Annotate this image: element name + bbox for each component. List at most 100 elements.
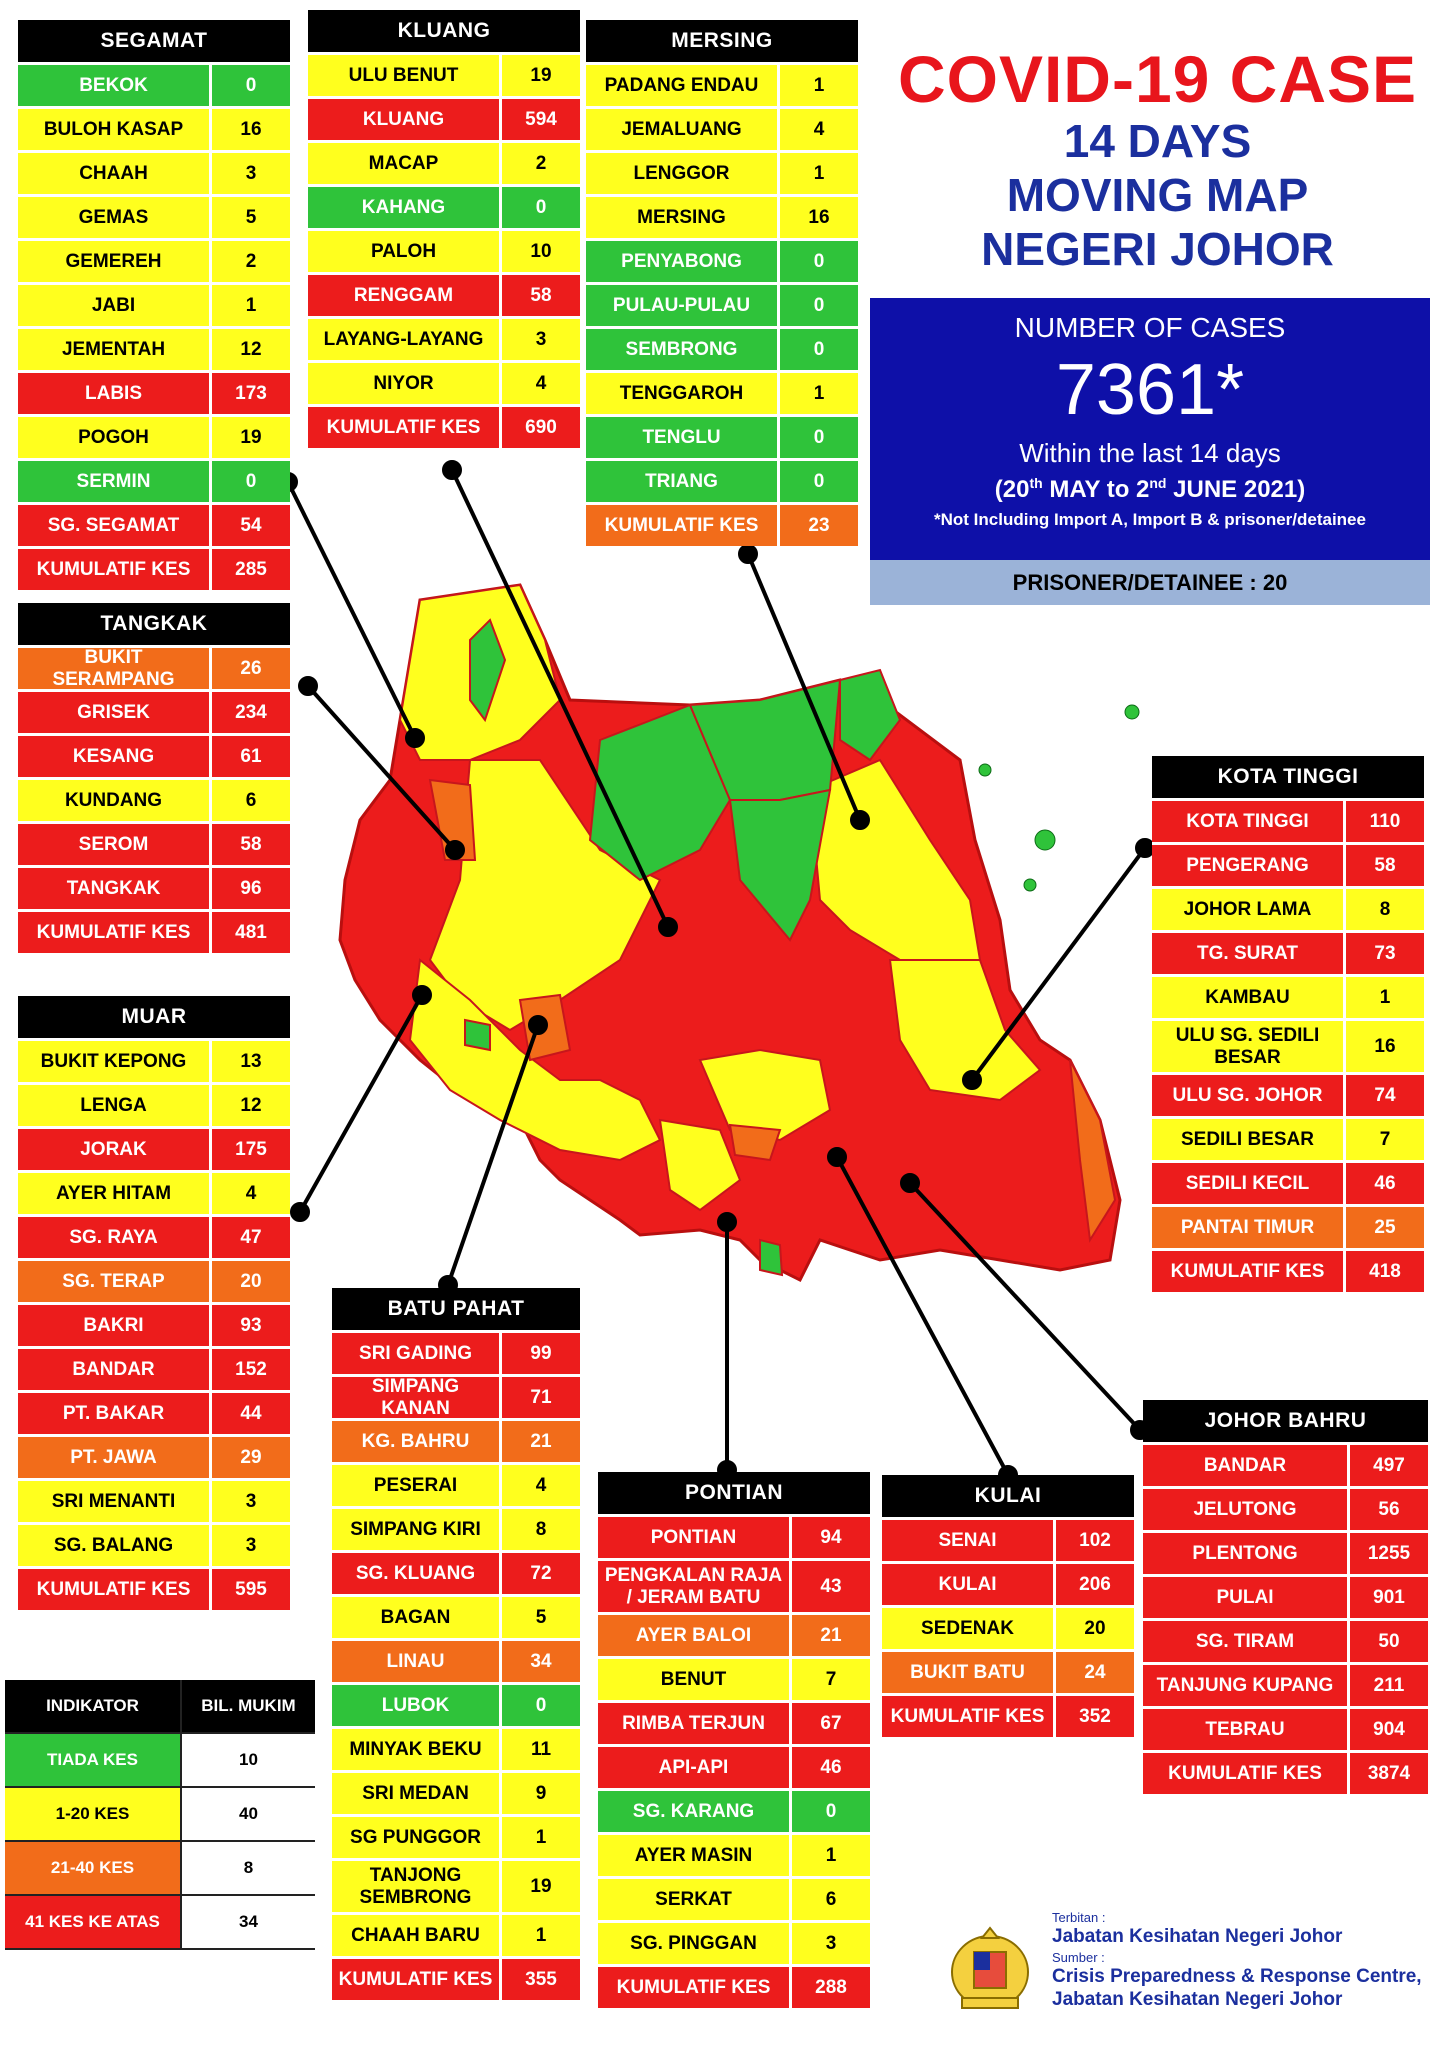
case-count: 110 [1343,801,1424,842]
case-count: 904 [1347,1709,1428,1750]
source-line2: Jabatan Kesihatan Negeri Johor [1052,1989,1343,2010]
case-count: 2 [209,241,290,282]
mukim-name: RENGGAM [353,284,454,306]
mukim-name: SEMBRONG [625,338,738,360]
case-count: 34 [499,1641,580,1682]
panel-muar: MUAR BUKIT KEPONG 13 LENGA 12 JORAK 175 AYER HI… [18,996,290,1610]
mukim-name: LABIS [85,382,142,404]
mukim-name: KG. BAHRU [361,1430,470,1452]
table-row: JELUTONG 56 [1143,1486,1428,1530]
mukim-name: KUMULATIF KES [890,1705,1045,1727]
case-count: 16 [209,109,290,150]
mukim-name: SEDENAK [921,1617,1014,1639]
table-row: SEDILI BESAR 7 [1152,1116,1424,1160]
table-row: GEMEREH 2 [18,238,290,282]
mukim-name: SG. PINGGAN [630,1932,757,1954]
mukim-name: BAKRI [83,1314,144,1336]
mukim-name: AYER MASIN [634,1844,753,1866]
legend-row: TIADA KES 10 [5,1734,315,1788]
mukim-name: KUMULATIF KES [1170,1260,1325,1282]
mukim-name: PENYABONG [621,250,742,272]
table-row: RENGGAM 58 [308,272,580,316]
case-count: 1 [777,153,858,194]
table-row: SG PUNGGOR 1 [332,1814,580,1858]
case-count: 3 [209,1525,290,1566]
table-row: PULAU-PULAU 0 [586,282,858,326]
case-count: 29 [209,1437,290,1478]
table-row: PENYABONG 0 [586,238,858,282]
case-count: 11 [499,1729,580,1770]
table-row: SEMBRONG 0 [586,326,858,370]
mukim-name: SEDILI KECIL [1185,1172,1310,1194]
map-east-yellow [888,959,1042,1102]
mukim-name: NIYOR [373,372,434,394]
case-count: 19 [499,55,580,96]
mukim-name: KAHANG [361,196,446,218]
table-row: PT. JAWA 29 [18,1434,290,1478]
table-row: BEKOK 0 [18,62,290,106]
mukim-name: BULOH KASAP [43,118,184,140]
table-row: PADANG ENDAU 1 [586,62,858,106]
table-row: LENGGOR 1 [586,150,858,194]
table-row: SEDENAK 20 [882,1605,1134,1649]
case-count: 12 [209,329,290,370]
table-row: BANDAR 152 [18,1346,290,1390]
table-row: RIMBA TERJUN 67 [598,1700,870,1744]
table-row: PENGKALAN RAJA / JERAM BATU 43 [598,1558,870,1612]
panel-kulai: KULAI SENAI 102 KULAI 206 SEDENAK 20 BUKIT BATU… [882,1475,1134,1737]
case-count: 0 [209,65,290,106]
case-count: 72 [499,1553,580,1594]
table-row: AYER MASIN 1 [598,1832,870,1876]
mukim-name: KUMULATIF KES [326,416,481,438]
table-row: KOTA TINGGI 110 [1152,798,1424,842]
table-row: MERSING 16 [586,194,858,238]
panel-title: KLUANG [308,10,580,52]
table-row: JEMALUANG 4 [586,106,858,150]
case-count: 4 [777,109,858,150]
table-row: LENGA 12 [18,1082,290,1126]
table-row: NIYOR 4 [308,360,580,404]
mukim-name: SRI GADING [359,1342,472,1364]
island-babi [978,763,992,777]
case-count: 4 [499,1465,580,1506]
case-count: 1 [499,1817,580,1858]
panel-title: MERSING [586,20,858,62]
prisoner-bar: PRISONER/DETAINEE : 20 [870,560,1430,605]
island-tinggi [1034,829,1056,851]
table-row: MACAP 2 [308,140,580,184]
case-count: 44 [209,1393,290,1434]
panel-batu-pahat: BATU PAHAT SRI GADING 99 SIMPANG KANAN 71 KG.… [332,1288,580,2000]
table-row: SEROM 58 [18,821,290,865]
case-count: 1 [789,1835,870,1876]
case-count: 0 [777,329,858,370]
table-row: TRIANG 0 [586,458,858,502]
mukim-name: JEMENTAH [61,338,166,360]
case-count: 58 [209,824,290,865]
mukim-name: TRIANG [645,470,718,492]
case-count: 0 [777,285,858,326]
mukim-name: LUBOK [381,1694,450,1716]
panel-title: KULAI [882,1475,1134,1517]
case-count: 16 [777,197,858,238]
case-count: 234 [209,692,290,733]
case-count: 0 [499,1685,580,1726]
case-count: 3 [209,1481,290,1522]
mukim-name: TEBRAU [1205,1718,1285,1740]
title-line3: MOVING MAP [1006,169,1309,221]
case-count: 1255 [1347,1533,1428,1574]
table-row: SERKAT 6 [598,1876,870,1920]
table-row: AYER HITAM 4 [18,1170,290,1214]
connector-lines [278,460,1155,1485]
map-penyabong-green [839,668,902,762]
table-row: KUMULATIF KES 595 [18,1566,290,1610]
range-mid: MAY to 2 [1042,476,1150,503]
mukim-name: SG. TERAP [62,1270,165,1292]
mukim-name: SG. BALANG [53,1534,174,1556]
map-lubok-green [464,1018,491,1052]
island-aur [1124,704,1140,720]
table-row: SEDILI KECIL 46 [1152,1160,1424,1204]
mukim-name: KOTA TINGGI [1186,810,1309,832]
table-row: TANJUNG KUPANG 211 [1143,1662,1428,1706]
range-close: JUNE 2021) [1166,476,1306,503]
case-count: 594 [499,99,580,140]
